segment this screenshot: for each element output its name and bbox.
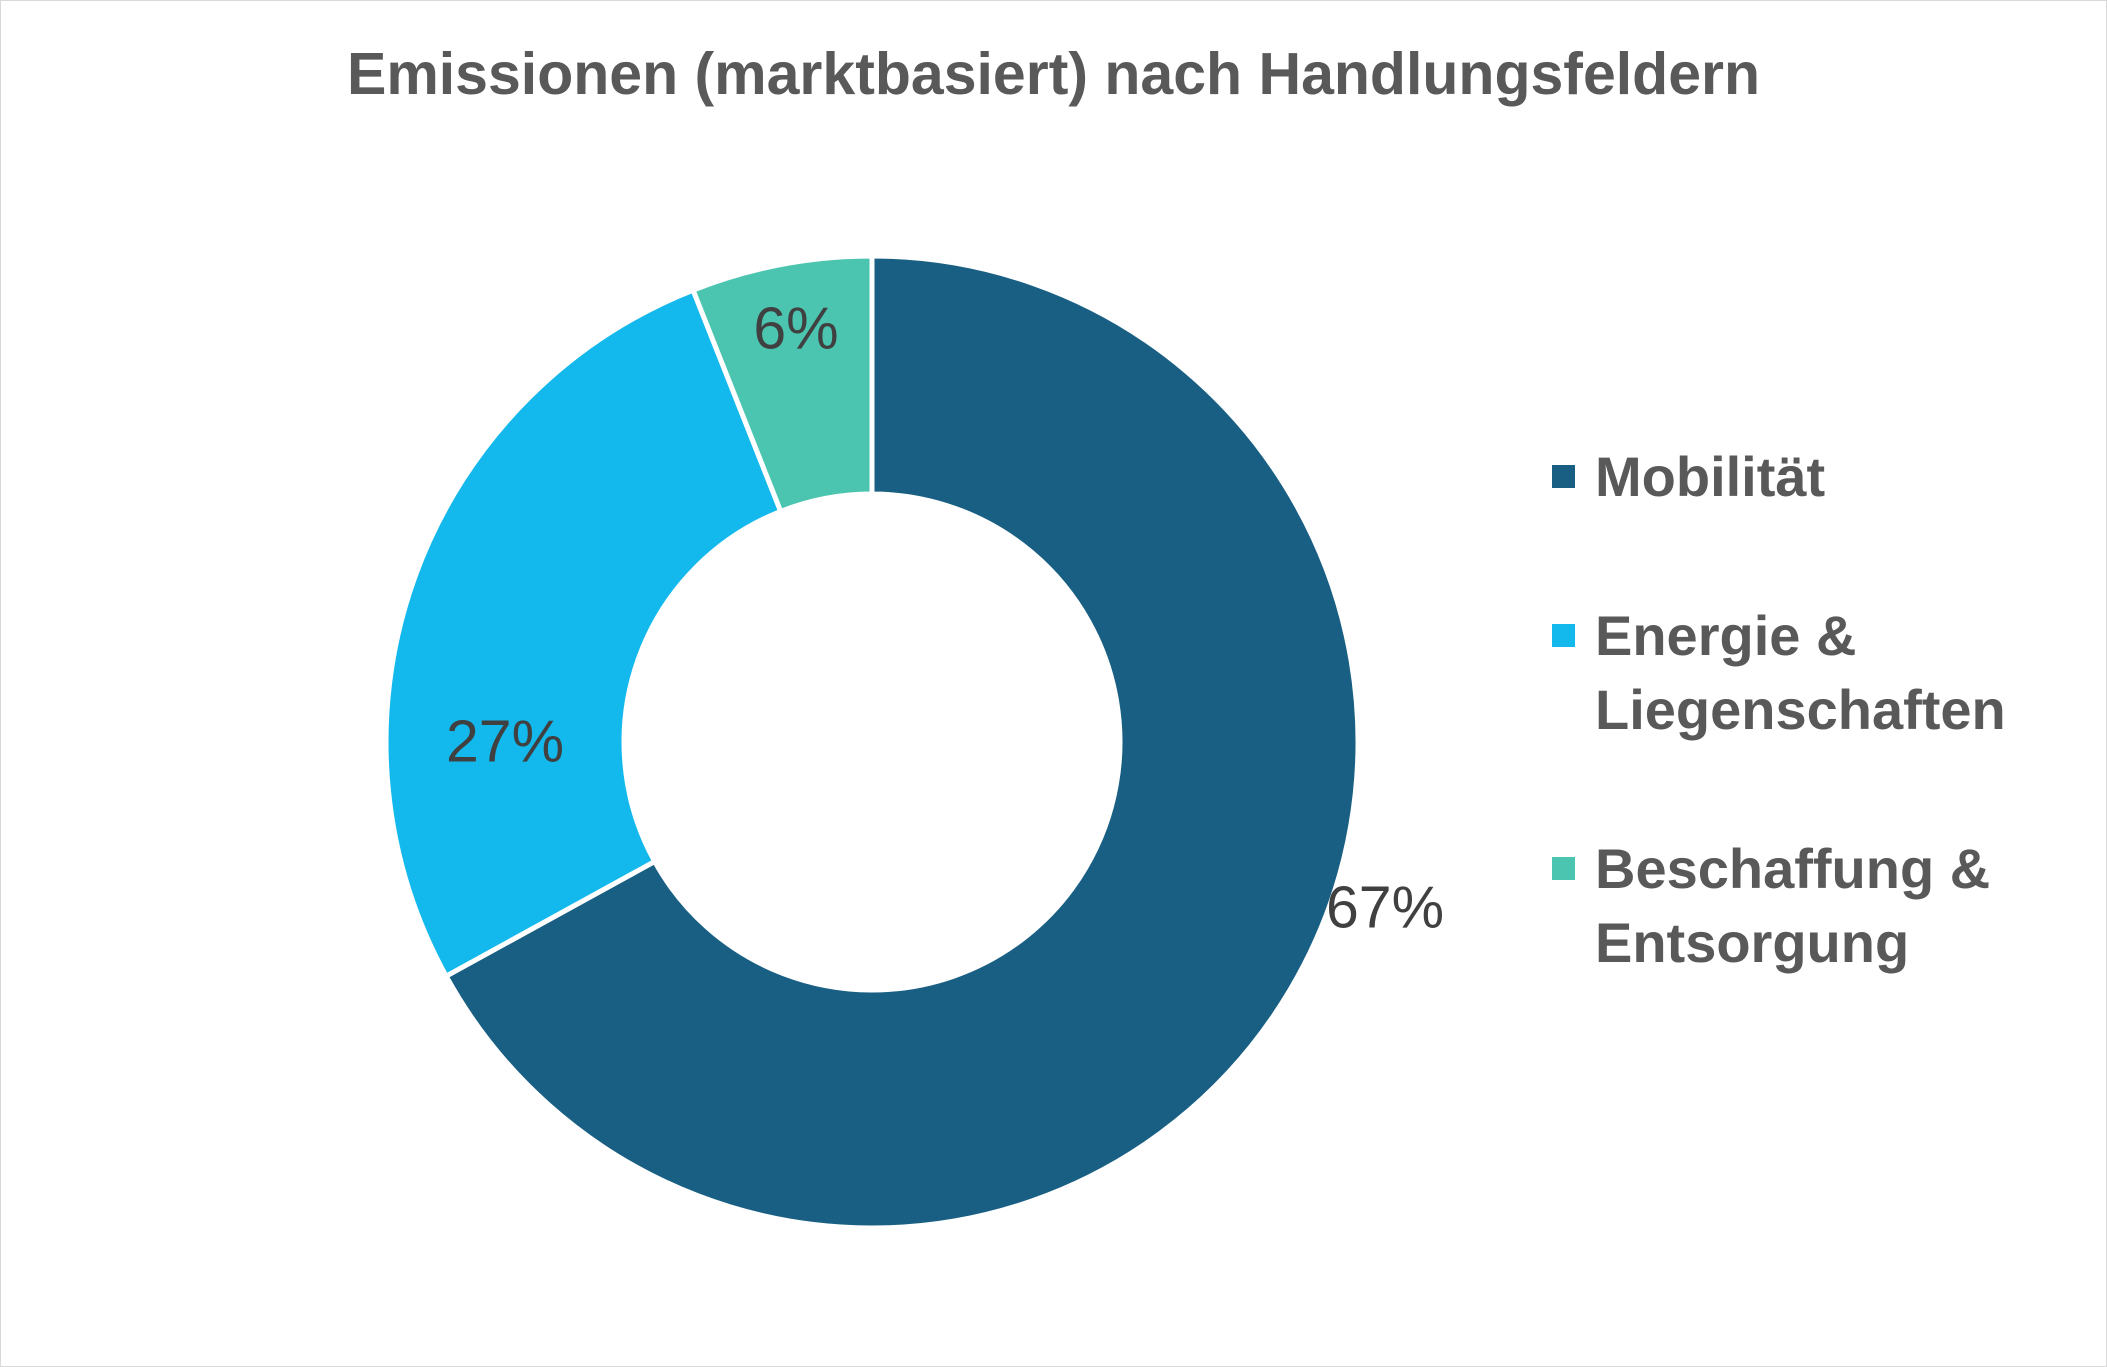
legend-swatch: [1552, 624, 1575, 647]
legend-label: Beschaffung & Entsorgung: [1595, 837, 1991, 974]
legend-label: Mobilität: [1595, 445, 1826, 508]
donut-slice-2: [689, 253, 875, 515]
legend-swatch: [1552, 465, 1575, 488]
legend-label: Energie & Liegenschaften: [1595, 604, 2006, 741]
chart-title: Emissionen (marktbasiert) nach Handlungs…: [346, 41, 1761, 107]
legend-item-energie: Energie & Liegenschaften: [1552, 599, 2092, 747]
slice-label-1: 27%: [446, 709, 564, 775]
slice-label-0: 67%: [1326, 875, 1444, 941]
legend-swatch: [1552, 857, 1575, 880]
legend-item-mobilitaet: Mobilität: [1552, 440, 2092, 514]
donut-slice-1: [383, 286, 784, 980]
legend: Mobilität Energie & Liegenschaften Besch…: [1552, 440, 2092, 980]
slice-label-2: 6%: [753, 296, 838, 362]
donut-slice-0: [442, 253, 1361, 1231]
legend-item-beschaffung: Beschaffung & Entsorgung: [1552, 832, 2092, 980]
